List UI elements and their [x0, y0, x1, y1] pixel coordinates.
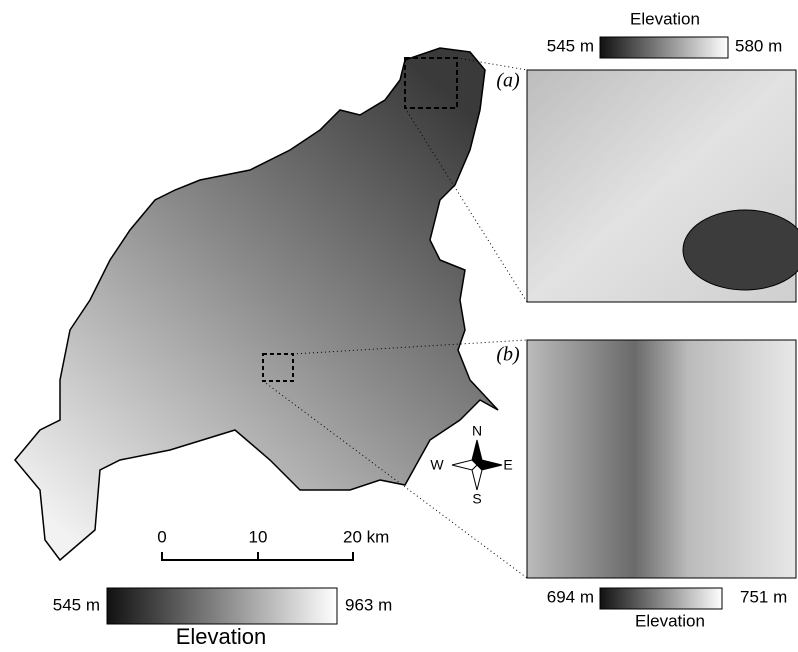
scale-label: 0 — [157, 527, 166, 546]
map-figure: (a) (b) Elevation 545 m 580 m 694 m 751 … — [0, 0, 798, 652]
legend-min: 545 m — [53, 595, 100, 614]
scale-label: 10 — [249, 527, 268, 546]
compass-east: E — [503, 457, 512, 473]
legend-min: 545 m — [547, 36, 594, 55]
legend-max: 963 m — [345, 595, 392, 614]
legend-bar — [600, 588, 722, 609]
scale-bar — [162, 552, 353, 561]
legend-bar — [107, 588, 337, 624]
legend-max: 580 m — [735, 36, 782, 55]
legend-max: 751 m — [740, 587, 787, 606]
legend-title: Elevation — [630, 9, 700, 28]
watershed — [15, 48, 498, 560]
legend-title: Elevation — [635, 611, 705, 630]
legend-title: Elevation — [176, 624, 267, 649]
compass-south: S — [472, 491, 481, 507]
compass-rose — [452, 440, 502, 490]
scale-label: 20 km — [343, 527, 389, 546]
inset-b — [527, 340, 796, 578]
legend-bar — [600, 37, 728, 58]
compass-west: W — [430, 457, 444, 473]
inset-label: (b) — [496, 344, 520, 366]
legend-min: 694 m — [547, 587, 594, 606]
inset-label: (a) — [496, 70, 520, 92]
compass-north: N — [472, 423, 482, 439]
lake — [683, 210, 798, 290]
